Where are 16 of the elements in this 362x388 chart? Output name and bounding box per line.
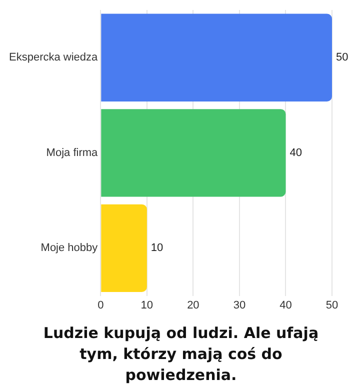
x-tick-label: 20 [187, 299, 200, 312]
x-tick-label: 0 [98, 299, 104, 312]
data-label: 50 [336, 52, 348, 64]
bar [101, 14, 332, 102]
bar [101, 109, 286, 197]
x-tick-label: 50 [326, 299, 338, 312]
y-tick-label: Moja firma [46, 146, 99, 159]
y-tick-label: Ekspercka wiedza [8, 52, 99, 64]
x-tick-label: 40 [280, 299, 292, 312]
bar [101, 204, 147, 292]
data-label: 10 [150, 242, 164, 254]
x-tick-label: 10 [140, 299, 154, 312]
text: Ludzie kupują od ludzi. Ale ufają tym, którzy mają coś do powiedzenia. [42, 323, 320, 386]
y-tick-label: Moje hobby [40, 242, 98, 254]
data-label: 40 [290, 146, 302, 159]
x-tick-label: 30 [233, 299, 246, 312]
